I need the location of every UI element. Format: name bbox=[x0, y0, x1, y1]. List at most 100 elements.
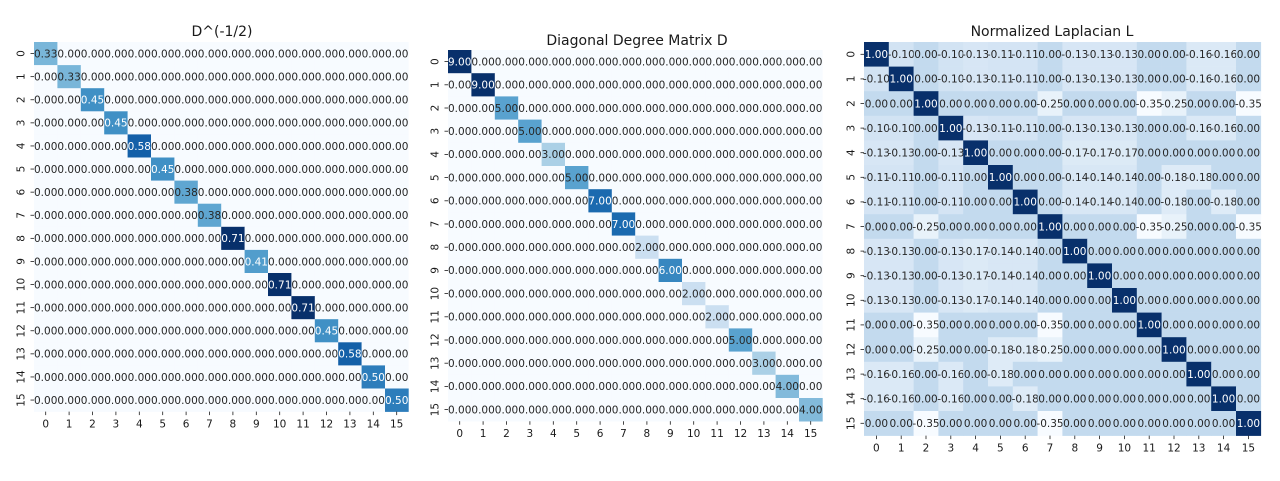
heatmap-cell bbox=[658, 235, 683, 260]
heatmap-cell bbox=[104, 319, 128, 343]
cell-value-label: 0.00 bbox=[682, 126, 705, 138]
cell-value-label: 0.00 bbox=[221, 210, 244, 222]
heatmap-cell bbox=[705, 282, 730, 306]
heatmap-cell bbox=[34, 226, 58, 251]
cell-value-label: 0.00 bbox=[659, 381, 682, 393]
cell-value-label: -0.13 bbox=[937, 246, 964, 258]
cell-value-label: 0.38 bbox=[174, 187, 197, 199]
cell-value-label: 0.00 bbox=[1237, 49, 1260, 61]
heatmap-cell bbox=[752, 96, 776, 120]
cell-value-label: 0.00 bbox=[776, 196, 799, 208]
cell-value-label: 0.00 bbox=[752, 149, 775, 161]
cell-value-label: 0.00 bbox=[128, 279, 151, 291]
heatmap-cell bbox=[565, 374, 589, 399]
heatmap-cell bbox=[682, 235, 706, 260]
cell-value-label: 0.00 bbox=[776, 149, 799, 161]
cell-value-label: 0.00 bbox=[588, 172, 611, 184]
heatmap-cell bbox=[127, 157, 152, 181]
cell-value-label: 0.00 bbox=[245, 349, 268, 361]
heatmap-cell bbox=[565, 328, 589, 352]
cell-value-label: 0.00 bbox=[245, 233, 268, 245]
heatmap-cell bbox=[963, 238, 989, 264]
cell-value-label: -0.13 bbox=[863, 271, 890, 283]
cell-value-label: 0.00 bbox=[964, 344, 987, 356]
cell-value-label: 0.00 bbox=[128, 372, 151, 384]
heatmap-cell bbox=[541, 282, 566, 306]
heatmap-cell bbox=[963, 263, 989, 289]
heatmap-cell bbox=[799, 282, 823, 306]
heatmap-cell bbox=[1186, 263, 1212, 289]
cell-value-label: 0.00 bbox=[964, 221, 987, 233]
cell-value-label: 0.71 bbox=[268, 279, 291, 291]
cell-value-label: -0.35 bbox=[1235, 98, 1262, 110]
cell-value-label: 0.00 bbox=[268, 233, 291, 245]
heatmap-cell bbox=[938, 189, 964, 215]
cell-value-label: 0.00 bbox=[221, 95, 244, 107]
heatmap-cell bbox=[775, 189, 800, 213]
heatmap-cell bbox=[635, 258, 659, 283]
heatmap-cell bbox=[775, 212, 800, 236]
cell-value-label: 0.00 bbox=[705, 56, 728, 68]
cell-value-label: -0.14 bbox=[1061, 172, 1088, 184]
heatmap-cell bbox=[799, 305, 823, 329]
cell-value-label: 0.00 bbox=[865, 418, 888, 430]
cell-value-label: 0.00 bbox=[362, 349, 385, 361]
cell-value-label: 0.00 bbox=[1237, 197, 1260, 209]
cell-value-label: 0.00 bbox=[245, 187, 268, 199]
cell-value-label: 0.00 bbox=[315, 187, 338, 199]
cell-value-label: -0.25 bbox=[912, 344, 939, 356]
cell-value-label: 0.00 bbox=[245, 210, 268, 222]
heatmap-cell bbox=[1087, 66, 1113, 92]
heatmap-cell bbox=[518, 142, 542, 167]
heatmap-cell bbox=[1112, 238, 1138, 264]
y-tick-label: 8 bbox=[846, 248, 858, 255]
heatmap-cell bbox=[913, 288, 939, 313]
heatmap-cell bbox=[291, 226, 316, 251]
heatmap-cell bbox=[57, 226, 82, 251]
cell-value-label: -0.16 bbox=[1185, 123, 1212, 135]
heatmap-cell bbox=[1087, 91, 1113, 117]
cell-value-label: 9.00 bbox=[471, 80, 494, 92]
heatmap-cell bbox=[635, 374, 659, 399]
heatmap-cell bbox=[938, 165, 964, 190]
heatmap-cell bbox=[1112, 337, 1138, 363]
heatmap-cell bbox=[291, 249, 316, 274]
heatmap-cell bbox=[799, 73, 823, 97]
heatmap-cell bbox=[1012, 42, 1038, 67]
x-tick-label: 15 bbox=[1242, 443, 1255, 455]
cell-value-label: 0.00 bbox=[890, 344, 913, 356]
cell-value-label: 0.00 bbox=[104, 164, 127, 176]
cell-value-label: 0.00 bbox=[221, 187, 244, 199]
cell-value-label: -0.11 bbox=[888, 172, 915, 184]
heatmap-cell bbox=[682, 50, 706, 74]
heatmap-cell bbox=[104, 65, 128, 89]
heatmap-cell bbox=[913, 337, 939, 363]
cell-value-label: 0.00 bbox=[518, 288, 541, 300]
y-tick-label: 1 bbox=[430, 81, 442, 88]
y-tick-label: 5 bbox=[16, 166, 28, 173]
heatmap-cell bbox=[244, 134, 269, 158]
heatmap-cell bbox=[775, 282, 800, 306]
cell-value-label: 0.71 bbox=[291, 302, 314, 314]
cell-value-label: 0.00 bbox=[151, 187, 174, 199]
heatmap-cell bbox=[197, 180, 222, 204]
heatmap-cell bbox=[565, 351, 589, 376]
cell-value-label: 0.00 bbox=[221, 256, 244, 268]
heatmap-cell bbox=[57, 249, 82, 274]
heatmap-cell bbox=[291, 111, 316, 135]
cell-value-label: 0.00 bbox=[1162, 295, 1185, 307]
heatmap-cell bbox=[565, 305, 589, 329]
heatmap-cell bbox=[518, 235, 542, 260]
x-tick-label: 9 bbox=[667, 428, 674, 440]
cell-value-label: 0.00 bbox=[799, 126, 822, 138]
heatmap-cell bbox=[752, 212, 776, 236]
heatmap-cell bbox=[448, 351, 472, 376]
heatmap-cell bbox=[1236, 91, 1262, 117]
heatmap-cell bbox=[57, 111, 82, 135]
heatmap-cell bbox=[541, 398, 566, 422]
cell-value-label: 0.00 bbox=[1038, 394, 1061, 406]
cell-value-label: 0.00 bbox=[518, 358, 541, 370]
heatmap-cell bbox=[635, 305, 659, 329]
cell-value-label: 0.00 bbox=[752, 404, 775, 416]
cell-value-label: 0.00 bbox=[939, 98, 962, 110]
